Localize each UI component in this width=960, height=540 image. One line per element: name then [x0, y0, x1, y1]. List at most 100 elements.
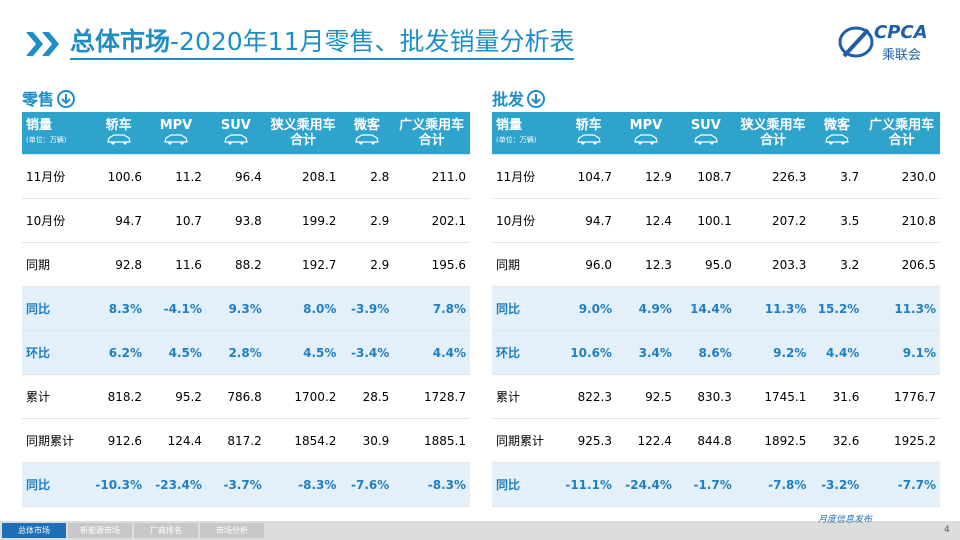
table-cell: -8.3% [393, 462, 470, 507]
down-icon [57, 90, 76, 108]
publish: 月度信息发布 [818, 515, 873, 525]
table-row: 累计 818.2 95.2 786.8 1700.2 28.5 1728.7 [22, 374, 470, 419]
column-header-line: 微客 [823, 117, 850, 133]
table-cell: -11.1% [561, 462, 616, 507]
column-header: 轿车 [561, 112, 616, 155]
row-label: 同期累计 [492, 418, 562, 463]
table-cell: 2.9 [340, 242, 394, 287]
title-rest: -2020年11月零售、批发销量分析表 [170, 27, 575, 56]
car-icon [224, 133, 248, 145]
row-label: 同比 [492, 286, 562, 331]
table-cell: 912.6 [91, 418, 146, 463]
section-text: 批发 [492, 90, 525, 109]
column-header: MPV [146, 112, 206, 155]
chevron-icon [26, 32, 59, 56]
table-cell: 95.2 [146, 374, 206, 419]
table-cell: 122.4 [615, 418, 676, 463]
table-cell: 100.1 [675, 198, 736, 243]
column-header: 狭义乘用车 合计 [735, 112, 811, 155]
footer-tab[interactable]: 新能源市场 [68, 523, 132, 538]
table-row: 同期累计 925.3 122.4 844.8 1892.5 32.6 1925.2 [492, 418, 940, 463]
column-header: 微客 [340, 112, 394, 155]
table-cell: -7.7% [863, 462, 940, 507]
table-cell: 94.7 [561, 198, 616, 243]
table-cell: -3.7% [205, 462, 266, 507]
table-row: 同比 9.0% 4.9% 14.4% 11.3% 15.2% 11.3% [492, 286, 940, 331]
table-cell: 14.4% [675, 286, 736, 331]
table-cell: 92.8 [91, 242, 146, 287]
table-row: 环比 10.6% 3.4% 8.6% 9.2% 4.4% 9.1% [492, 330, 940, 375]
table-cell: 1700.2 [265, 374, 341, 419]
car-icon [106, 133, 131, 145]
table-cell: 830.3 [675, 374, 736, 419]
table-cell: 108.7 [675, 154, 736, 199]
table-row: 同比 -10.3% -23.4% -3.7% -8.3% -7.6% -8.3% [22, 462, 470, 507]
footer-tab[interactable]: 厂商排名 [134, 523, 198, 538]
column-header-line: 轿车 [105, 117, 132, 133]
column-header-line: 广义乘用车 [399, 118, 465, 133]
table-cell: 9.1% [863, 330, 940, 375]
unit-note: (单位：万辆) [496, 136, 537, 144]
row-label: 环比 [492, 330, 562, 375]
table-row: 11月份 100.6 11.2 96.4 208.1 2.8 211.0 [22, 154, 470, 199]
section-text: 零售 [22, 90, 55, 109]
column-header: 微客 [810, 112, 864, 155]
footer-tab[interactable]: 市场分析 [200, 523, 264, 538]
table-cell: 2.9 [340, 198, 394, 243]
table-cell: 3.4% [615, 330, 676, 375]
row-label: 10月份 [22, 198, 92, 243]
table-cell: 925.3 [561, 418, 616, 463]
table-row: 环比 6.2% 4.5% 2.8% 4.5% -3.4% 4.4% [22, 330, 470, 375]
row-label: 同期累计 [22, 418, 92, 463]
table-cell: 10.7 [146, 198, 206, 243]
table-cell: 4.5% [265, 330, 341, 375]
logo: CPCA 乘联会 [838, 20, 938, 66]
row-label: 11月份 [22, 154, 92, 199]
table-cell: -8.3% [265, 462, 341, 507]
table-cell: -10.3% [91, 462, 146, 507]
data-table: 销量 (单位：万辆) 轿车 MPV SUV 狭义乘用车 合计 微客 广义乘用车 合计 11月份 104… [492, 112, 940, 507]
column-header: MPV [615, 112, 676, 155]
table-row: 同期 92.8 11.6 88.2 192.7 2.9 195.6 [22, 242, 470, 287]
table-cell: -23.4% [146, 462, 206, 507]
table-cell: -24.4% [615, 462, 676, 507]
table-cell: 10.6% [561, 330, 616, 375]
header-row: 销量 (单位：万辆) 轿车 MPV SUV 狭义乘用车 合计 微客 广义乘用车 合计 [492, 112, 940, 155]
column-header: 广义乘用车 合计 [393, 112, 470, 155]
table-cell: 9.2% [735, 330, 811, 375]
table-cell: 12.4 [615, 198, 676, 243]
column-header-line: SUV [220, 117, 251, 133]
data-table: 销量 (单位：万辆) 轿车 MPV SUV 狭义乘用车 合计 微客 广义乘用车 合计 11月份 100… [22, 112, 470, 507]
table-cell: 817.2 [205, 418, 266, 463]
car-icon [576, 133, 601, 145]
column-header: SUV [205, 112, 266, 155]
row-label: 累计 [22, 374, 92, 419]
table-cell: -3.2% [810, 462, 864, 507]
column-header: 狭义乘用车 合计 [265, 112, 341, 155]
table-cell: 202.1 [393, 198, 470, 243]
table-cell: 203.3 [735, 242, 811, 287]
column-header-line: 微客 [353, 117, 380, 133]
column-header: 轿车 [91, 112, 146, 155]
table-cell: 192.7 [265, 242, 341, 287]
row-label: 10月份 [492, 198, 562, 243]
row-label: 同比 [22, 462, 92, 507]
table-cell: 1892.5 [735, 418, 811, 463]
unit-label: 销量 [26, 118, 53, 133]
table-cell: -3.9% [340, 286, 394, 331]
unit-label: 销量 [496, 118, 523, 133]
table-row: 11月份 104.7 12.9 108.7 226.3 3.7 230.0 [492, 154, 940, 199]
table-row: 10月份 94.7 12.4 100.1 207.2 3.5 210.8 [492, 198, 940, 243]
table-cell: 28.5 [340, 374, 394, 419]
table-cell: 8.6% [675, 330, 736, 375]
footer-tab[interactable]: 总体市场 [2, 523, 66, 538]
column-header-line: 合计 [760, 133, 787, 148]
column-header-line: 合计 [888, 133, 915, 148]
row-label: 同期 [492, 242, 562, 287]
column-header-line: MPV [629, 117, 663, 133]
table-cell: 3.7 [810, 154, 864, 199]
row-label: 环比 [22, 330, 92, 375]
table-cell: 11.6 [146, 242, 206, 287]
column-header-line: 狭义乘用车 [270, 118, 336, 133]
column-header-line: 合计 [418, 133, 445, 148]
